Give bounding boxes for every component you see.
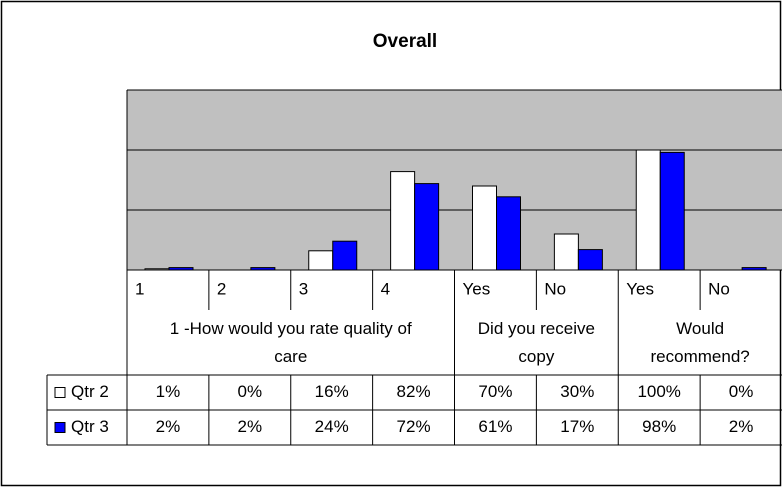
legend-key — [54, 387, 66, 398]
x-tick-label: 1 — [135, 279, 144, 298]
group-label-text: Did you receive copy — [477, 318, 595, 366]
value-label: 0% — [238, 382, 263, 401]
x-tick-label: No — [544, 279, 566, 298]
group-label-text: 1 -How would you rate quality of care — [169, 318, 412, 366]
bar — [577, 249, 603, 271]
legend-label: Qtr 3 — [71, 417, 109, 436]
value-label: 30% — [560, 382, 594, 401]
bar — [659, 151, 685, 271]
group-label: Did you receive copy — [455, 310, 619, 375]
bar — [472, 185, 497, 271]
bar — [332, 240, 358, 271]
value-label: 1% — [156, 382, 181, 401]
group-label-text: Would recommend? — [650, 318, 750, 366]
value-label: 24% — [315, 417, 349, 436]
legend-key — [54, 422, 66, 433]
value-label: 16% — [315, 382, 349, 401]
group-label: 1 -How would you rate quality of care — [127, 310, 455, 375]
value-label: 0% — [729, 382, 754, 401]
value-label: 2% — [238, 417, 263, 436]
bar — [553, 233, 579, 271]
value-label: 82% — [397, 382, 431, 401]
x-tick-label: 3 — [299, 279, 308, 298]
value-label: 98% — [642, 417, 676, 436]
bar — [414, 183, 440, 271]
x-tick-label: 2 — [217, 279, 226, 298]
x-tick-label: 4 — [381, 279, 390, 298]
x-tick-label: Yes — [463, 279, 491, 298]
chart-title: Overall — [373, 31, 437, 52]
value-label: 61% — [478, 417, 512, 436]
value-label: 2% — [729, 417, 754, 436]
value-label: 70% — [478, 382, 512, 401]
x-tick-label: No — [708, 279, 730, 298]
value-label: 17% — [560, 417, 594, 436]
group-label: Would recommend? — [618, 310, 782, 375]
x-tick-label: Yes — [626, 279, 654, 298]
value-label: 2% — [156, 417, 181, 436]
bar — [635, 149, 661, 271]
value-label: 100% — [637, 382, 680, 401]
bar — [496, 196, 521, 271]
bar — [308, 250, 334, 271]
value-label: 72% — [397, 417, 431, 436]
bar — [390, 171, 416, 271]
legend-label: Qtr 2 — [71, 382, 109, 401]
